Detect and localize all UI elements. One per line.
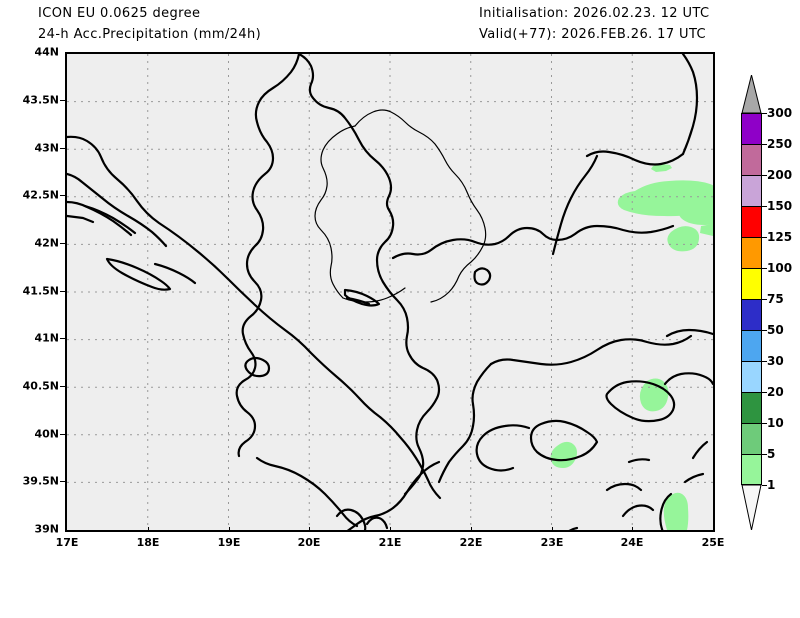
map-canvas — [67, 54, 713, 530]
colorbar-label-1: 1 — [767, 478, 776, 492]
coastlines-and-borders — [67, 54, 713, 530]
colorbar-label-250: 250 — [767, 137, 793, 151]
lat-label-39.5n: 39.5N — [22, 474, 59, 488]
lat-label-42n: 42N — [34, 236, 59, 250]
colorbar-band-5-10 — [741, 423, 762, 454]
colorbar-label-50: 50 — [767, 323, 784, 337]
map-plot-area — [65, 52, 715, 532]
lon-tick-23e — [552, 527, 553, 532]
colorbar-band-150-200 — [741, 175, 762, 206]
colorbar-label-5: 5 — [767, 447, 776, 461]
colorbar-band-200-250 — [741, 144, 762, 175]
colorbar-band-75-100 — [741, 268, 762, 299]
initialisation-time: Initialisation: 2026.02.23. 12 UTC — [479, 6, 710, 21]
lat-tick-43n — [60, 148, 65, 149]
lat-tick-39.5n — [60, 481, 65, 482]
field-title: 24-h Acc.Precipitation (mm/24h) — [38, 27, 262, 42]
colorbar-label-150: 150 — [767, 199, 793, 213]
colorbar — [741, 113, 762, 485]
kosovo-border — [314, 109, 487, 303]
lat-label-43n: 43N — [34, 141, 59, 155]
lat-label-39n: 39N — [34, 522, 59, 536]
lon-label-20e: 20E — [297, 536, 321, 549]
lon-label-21e: 21E — [378, 536, 402, 549]
colorbar-band-30-50 — [741, 330, 762, 361]
lat-label-40n: 40N — [34, 427, 59, 441]
colorbar-band-250-300 — [741, 113, 762, 144]
colorbar-band-20-30 — [741, 361, 762, 392]
lon-label-25e: 25E — [701, 536, 725, 549]
lon-label-22e: 22E — [459, 536, 483, 549]
colorbar-label-10: 10 — [767, 416, 784, 430]
precipitation-field — [550, 164, 713, 530]
lon-tick-20e — [309, 527, 310, 532]
lat-tick-42.5n — [60, 195, 65, 196]
colorbar-over-range-arrow — [741, 75, 762, 114]
colorbar-label-300: 300 — [767, 106, 793, 120]
lat-label-43.5n: 43.5N — [22, 93, 59, 107]
lat-tick-41.5n — [60, 291, 65, 292]
lon-tick-24e — [632, 527, 633, 532]
lon-tick-21e — [390, 527, 391, 532]
lon-tick-22e — [471, 527, 472, 532]
colorbar-under-range-arrow — [741, 485, 762, 530]
colorbar-band-125-150 — [741, 206, 762, 237]
lat-label-42.5n: 42.5N — [22, 188, 59, 202]
lat-tick-40n — [60, 434, 65, 435]
lat-tick-40.5n — [60, 386, 65, 387]
colorbar-label-75: 75 — [767, 292, 784, 306]
lon-tick-18e — [148, 527, 149, 532]
lon-label-23e: 23E — [540, 536, 564, 549]
colorbar-label-30: 30 — [767, 354, 784, 368]
colorbar-band-100-125 — [741, 237, 762, 268]
colorbar-label-100: 100 — [767, 261, 793, 275]
colorbar-band-50-75 — [741, 299, 762, 330]
lat-label-41n: 41N — [34, 331, 59, 345]
lat-tick-43.5n — [60, 100, 65, 101]
lon-label-19e: 19E — [217, 536, 241, 549]
lat-label-40.5n: 40.5N — [22, 379, 59, 393]
colorbar-label-125: 125 — [767, 230, 793, 244]
lat-label-41.5n: 41.5N — [22, 284, 59, 298]
colorbar-label-200: 200 — [767, 168, 793, 182]
model-title: ICON EU 0.0625 degree — [38, 6, 201, 21]
lat-tick-41n — [60, 338, 65, 339]
lon-label-17e: 17E — [55, 536, 79, 549]
lon-label-18e: 18E — [136, 536, 160, 549]
valid-time: Valid(+77): 2026.FEB.26. 17 UTC — [479, 27, 707, 42]
lon-label-24e: 24E — [620, 536, 644, 549]
colorbar-band-1-5 — [741, 454, 762, 485]
lat-tick-42n — [60, 243, 65, 244]
lon-tick-19e — [229, 527, 230, 532]
colorbar-label-20: 20 — [767, 385, 784, 399]
lat-label-44n: 44N — [34, 45, 59, 59]
colorbar-band-10-20 — [741, 392, 762, 423]
